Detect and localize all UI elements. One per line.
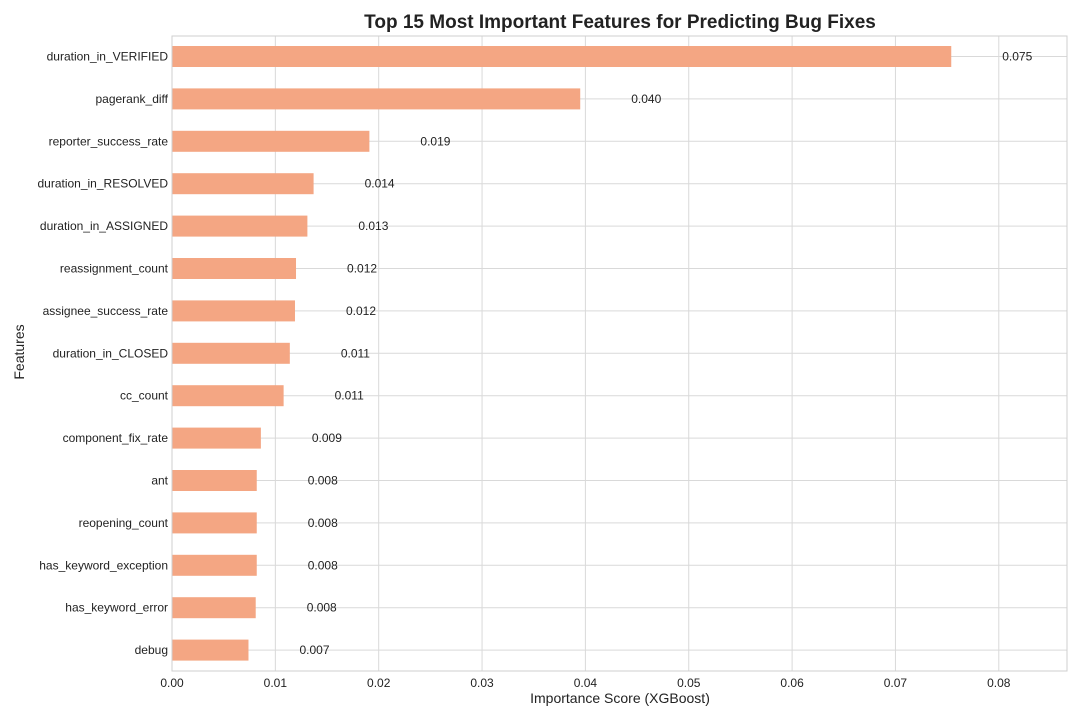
data-label: 0.011 [341, 346, 370, 360]
data-labels: 0.075 0.040 0.019 0.014 0.013 0.012 0.012 0.011… [299, 50, 1032, 658]
data-label: 0.019 [420, 134, 450, 148]
y-tick-label: duration_in_CLOSED [53, 346, 169, 360]
bar-reporter-success-rate [172, 130, 370, 152]
y-tick-labels: duration_in_VERIFIED pagerank_diffreporte… [37, 50, 168, 658]
data-label: 0.075 [1002, 50, 1032, 64]
bar-ant [172, 470, 257, 491]
data-label: 0.012 [346, 304, 376, 318]
x-tick-label: 0.07 [884, 676, 908, 690]
x-tick-label: 0.04 [574, 676, 598, 690]
data-label: 0.008 [308, 474, 338, 488]
bar-reopening-count [172, 512, 257, 534]
data-label: 0.011 [335, 389, 364, 403]
bar-pagerank-diff [172, 88, 581, 110]
y-tick-label: duration_in_VERIFIED [47, 50, 169, 64]
x-tick-label: 0.03 [470, 676, 494, 690]
data-label: 0.008 [308, 516, 338, 530]
x-tick-label: 0.06 [780, 676, 804, 690]
data-label: 0.008 [308, 558, 338, 572]
data-label: 0.007 [299, 643, 329, 657]
bar-duration-in-CLOSED [172, 342, 290, 364]
data-label: 0.009 [312, 431, 342, 445]
y-axis-label: Features [11, 324, 27, 379]
bar-duration-in-ASSIGNED [172, 215, 308, 237]
y-tick-label: has_keyword_exception [39, 558, 168, 572]
bar-reassignment-count [172, 258, 297, 279]
y-tick-label: component_fix_rate [63, 431, 169, 445]
bar-cc-count [172, 385, 284, 407]
x-axis-label: Importance Score (XGBoost) [530, 690, 710, 706]
bar-debug [172, 639, 249, 661]
y-tick-label: reassignment_count [60, 262, 169, 276]
y-tick-label: duration_in_RESOLVED [37, 177, 168, 191]
y-tick-label: cc_count [120, 389, 169, 403]
bars [172, 46, 952, 661]
y-tick-label: reopening_count [79, 516, 169, 530]
chart-title: Top 15 Most Important Features for Predi… [364, 12, 876, 33]
bar-has-keyword-exception [172, 554, 257, 576]
y-tick-label: reporter_success_rate [49, 134, 169, 148]
bar-has-keyword-error [172, 597, 256, 619]
bar-assignee-success-rate [172, 300, 295, 322]
x-tick-label: 0.01 [264, 676, 288, 690]
y-tick-label: duration_in_ASSIGNED [40, 219, 168, 233]
x-tick-label: 0.05 [677, 676, 701, 690]
bar-duration-in-VERIFIED [172, 46, 952, 67]
data-label: 0.008 [307, 601, 337, 615]
y-tick-label: assignee_success_rate [43, 304, 169, 318]
x-tick-label: 0.08 [987, 676, 1011, 690]
x-tick-label: 0.00 [160, 676, 184, 690]
data-label: 0.012 [347, 262, 377, 276]
x-tick-label: 0.02 [367, 676, 391, 690]
data-label: 0.013 [358, 219, 388, 233]
y-tick-label: pagerank_diff [95, 92, 168, 106]
bar-duration-in-RESOLVED [172, 173, 314, 195]
y-tick-label: debug [135, 643, 168, 657]
bar-component-fix-rate [172, 427, 261, 449]
y-tick-label: has_keyword_error [65, 601, 168, 615]
y-tick-label: ant [151, 474, 168, 488]
data-label: 0.040 [631, 92, 661, 106]
x-tick-labels: 0.00 0.01 0.02 0.03 0.04 0.05 0.06 0.07 0.08 [160, 676, 1010, 690]
data-label: 0.014 [365, 177, 395, 191]
plot-frame [171, 35, 1068, 672]
